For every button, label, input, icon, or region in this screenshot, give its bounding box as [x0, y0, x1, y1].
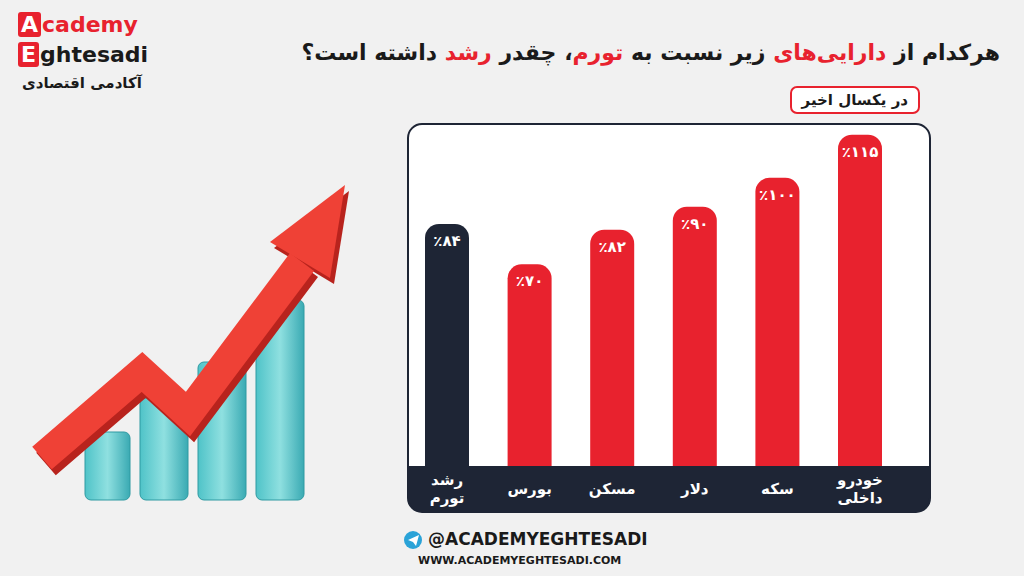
category-label: خودروداخلی	[836, 471, 883, 507]
brand-initial: E	[18, 42, 39, 67]
telegram-plane	[408, 535, 419, 546]
brand-line1: Academy	[18, 12, 138, 37]
category-label-line: بورس	[507, 480, 551, 498]
category-label: مسکن	[589, 480, 636, 498]
title-highlight: دارایی‌های	[773, 40, 886, 65]
category-label: بورس	[507, 480, 551, 498]
brand-initial: A	[18, 12, 41, 37]
footer-handle: @ACADEMYEGHTESADI	[428, 529, 648, 549]
chart-subtitle: در یکسال اخیر	[790, 86, 920, 114]
category-label-line: مسکن	[589, 480, 636, 498]
bar	[838, 135, 882, 466]
category-label: دلار	[680, 480, 709, 498]
brand-line2: Eghtesadi	[18, 42, 148, 67]
category-label-line: رشد	[431, 471, 463, 489]
category-labels: رشدتورم بورس مسکن دلار سکه خودروداخلی	[430, 471, 883, 507]
bar	[508, 264, 552, 466]
category-label-line: سکه	[761, 480, 794, 498]
data-label: ٪۷۰	[516, 272, 543, 290]
data-label: ٪۹۰	[681, 215, 708, 233]
data-labels: ٪۸۴ ٪۷۰ ٪۸۲ ٪۹۰ ٪۱۰۰ ٪۱۱۵	[433, 143, 878, 291]
stage: ٪۸۴٪۷۰٪۸۲٪۹۰٪۱۰۰٪۱۱۵رشدتورمبورسمسکندلارس…	[0, 0, 1024, 576]
brand-rest: cademy	[42, 12, 138, 37]
data-label: ٪۱۱۵	[842, 143, 879, 161]
panel-frame	[408, 124, 930, 512]
category-label: سکه	[761, 480, 794, 498]
chart-title: هرکدام از دارایی‌های زیر نسبت به تورم، چ…	[301, 40, 1000, 65]
bar	[590, 230, 634, 466]
footer-website: WWW.ACADEMYEGHTESADI.COM	[418, 554, 621, 567]
title-highlight: تورم	[573, 40, 624, 65]
data-label: ٪۸۲	[598, 238, 625, 256]
category-label: رشدتورم	[430, 471, 465, 507]
decoration	[42, 185, 349, 500]
category-strip-group	[408, 466, 930, 512]
bar	[673, 207, 717, 466]
category-label-line: خودرو	[836, 471, 883, 489]
telegram-icon	[404, 531, 422, 549]
panel-bg	[408, 124, 930, 512]
category-label-line: تورم	[430, 489, 465, 507]
bar	[755, 178, 799, 466]
category-label-line: دلار	[680, 480, 709, 498]
category-strip	[408, 466, 930, 512]
data-label: ٪۸۴	[433, 232, 460, 250]
telegram-circle	[404, 531, 422, 549]
bar	[425, 224, 469, 466]
brand-fa: آکادمی اقتصادی	[22, 74, 142, 92]
brand-rest: ghtesadi	[40, 42, 148, 67]
data-label: ٪۱۰۰	[759, 186, 796, 204]
decor-arrow-head	[270, 185, 345, 278]
category-label-line: داخلی	[838, 489, 883, 507]
title-highlight: رشد	[445, 40, 492, 65]
decor-arrow	[42, 262, 302, 458]
bars	[425, 135, 882, 466]
